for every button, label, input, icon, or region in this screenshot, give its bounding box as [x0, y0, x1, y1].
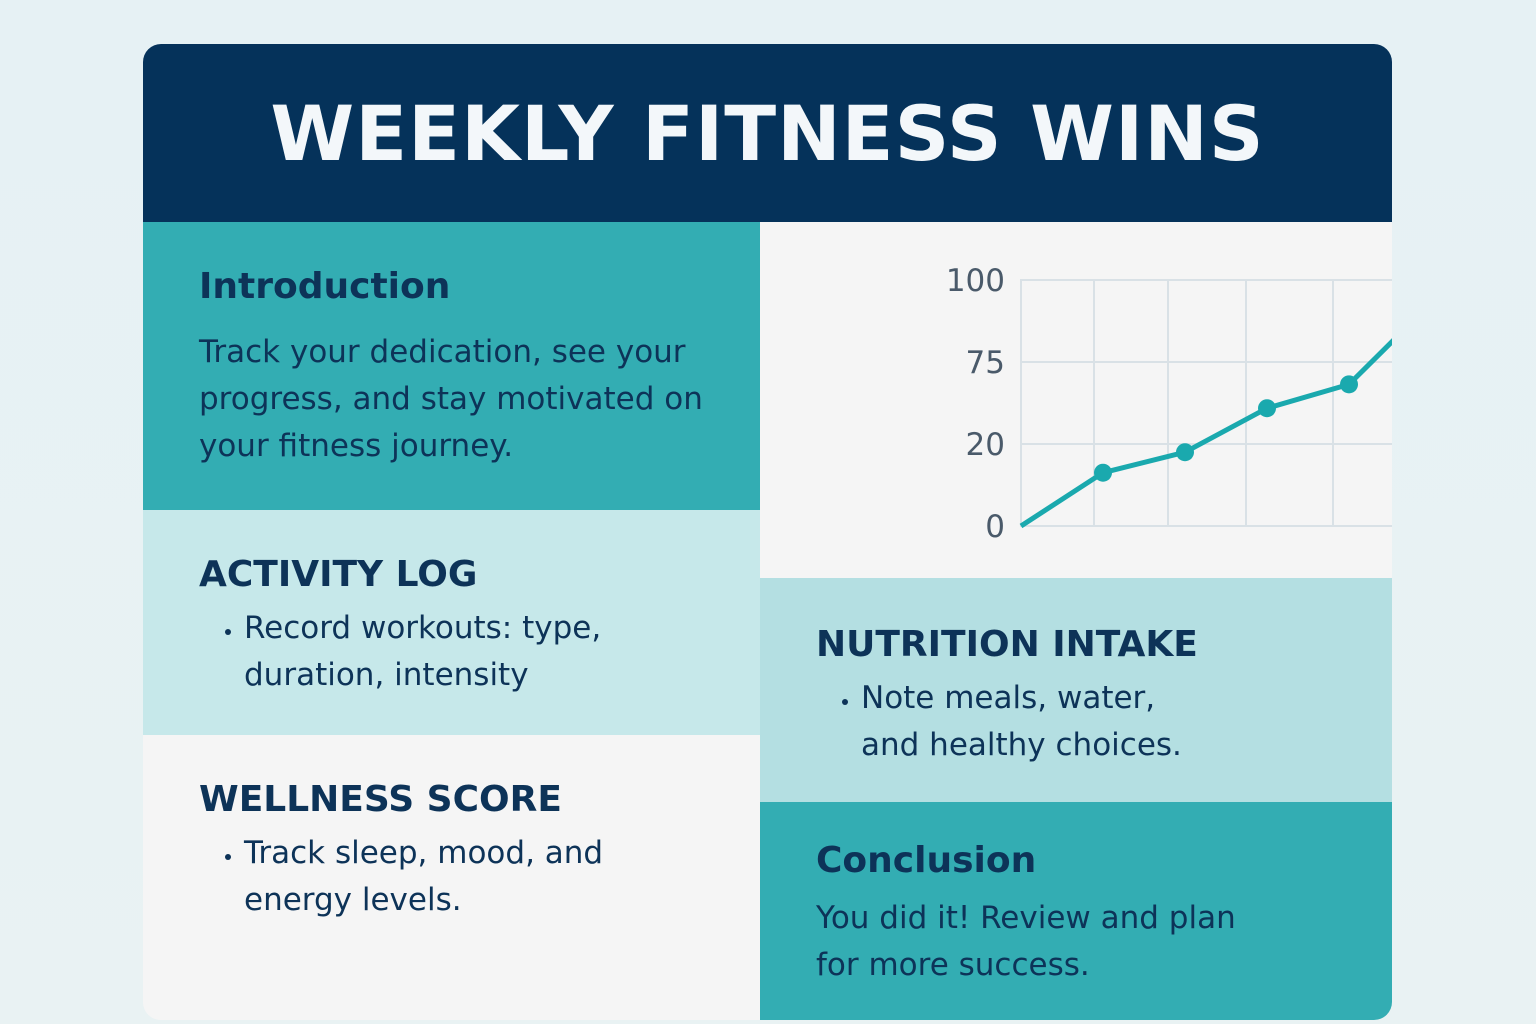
heading: Introduction: [199, 266, 451, 307]
title: WEEKLY FITNESS WINS: [270, 88, 1265, 178]
point: [1094, 463, 1112, 482]
heading: ACTIVITY LOG: [199, 554, 478, 595]
point: [1176, 443, 1194, 462]
point: [1340, 375, 1358, 394]
y-tick-label: 100: [946, 263, 1005, 299]
point: [1258, 399, 1276, 418]
text: Track your dedication, see your progress…: [199, 334, 703, 464]
heading: WELLNESS SCORE: [199, 779, 562, 820]
bullet: Note meals, water, and healthy choices.: [861, 675, 1221, 769]
bullets: Track sleep, mood, and energy levels.: [199, 830, 644, 924]
bullets: Record workouts: type, duration, intensi…: [199, 605, 664, 699]
heading: NUTRITION INTAKE: [816, 624, 1198, 665]
chart: 0 20 75 100: [946, 263, 1392, 545]
nutrition-intake: NUTRITION INTAKE Note meals, water, and …: [760, 578, 1392, 802]
activity-log: ACTIVITY LOG Record workouts: type, dura…: [143, 510, 760, 735]
y-tick-label: 20: [966, 427, 1005, 463]
y-tick-label: 75: [966, 345, 1005, 381]
bullet: Track sleep, mood, and energy levels.: [244, 830, 644, 924]
introduction: Introduction Track your dedication, see …: [143, 222, 760, 510]
bullet: Record workouts: type, duration, intensi…: [244, 605, 664, 699]
bullets: Note meals, water, and healthy choices.: [816, 675, 1221, 769]
header: WEEKLY FITNESS WINS: [143, 44, 1392, 222]
conclusion: Conclusion You did it! Review and plan f…: [760, 802, 1392, 1020]
wellness-score: WELLNESS SCORE Track sleep, mood, and en…: [143, 735, 760, 1020]
y-tick-label: 0: [985, 509, 1005, 545]
line: [1019, 338, 1392, 529]
text: You did it! Review and plan for more suc…: [816, 900, 1236, 983]
card: WEEKLY FITNESS WINS Introduction Track y…: [143, 44, 1392, 1020]
heading: Conclusion: [816, 840, 1037, 881]
